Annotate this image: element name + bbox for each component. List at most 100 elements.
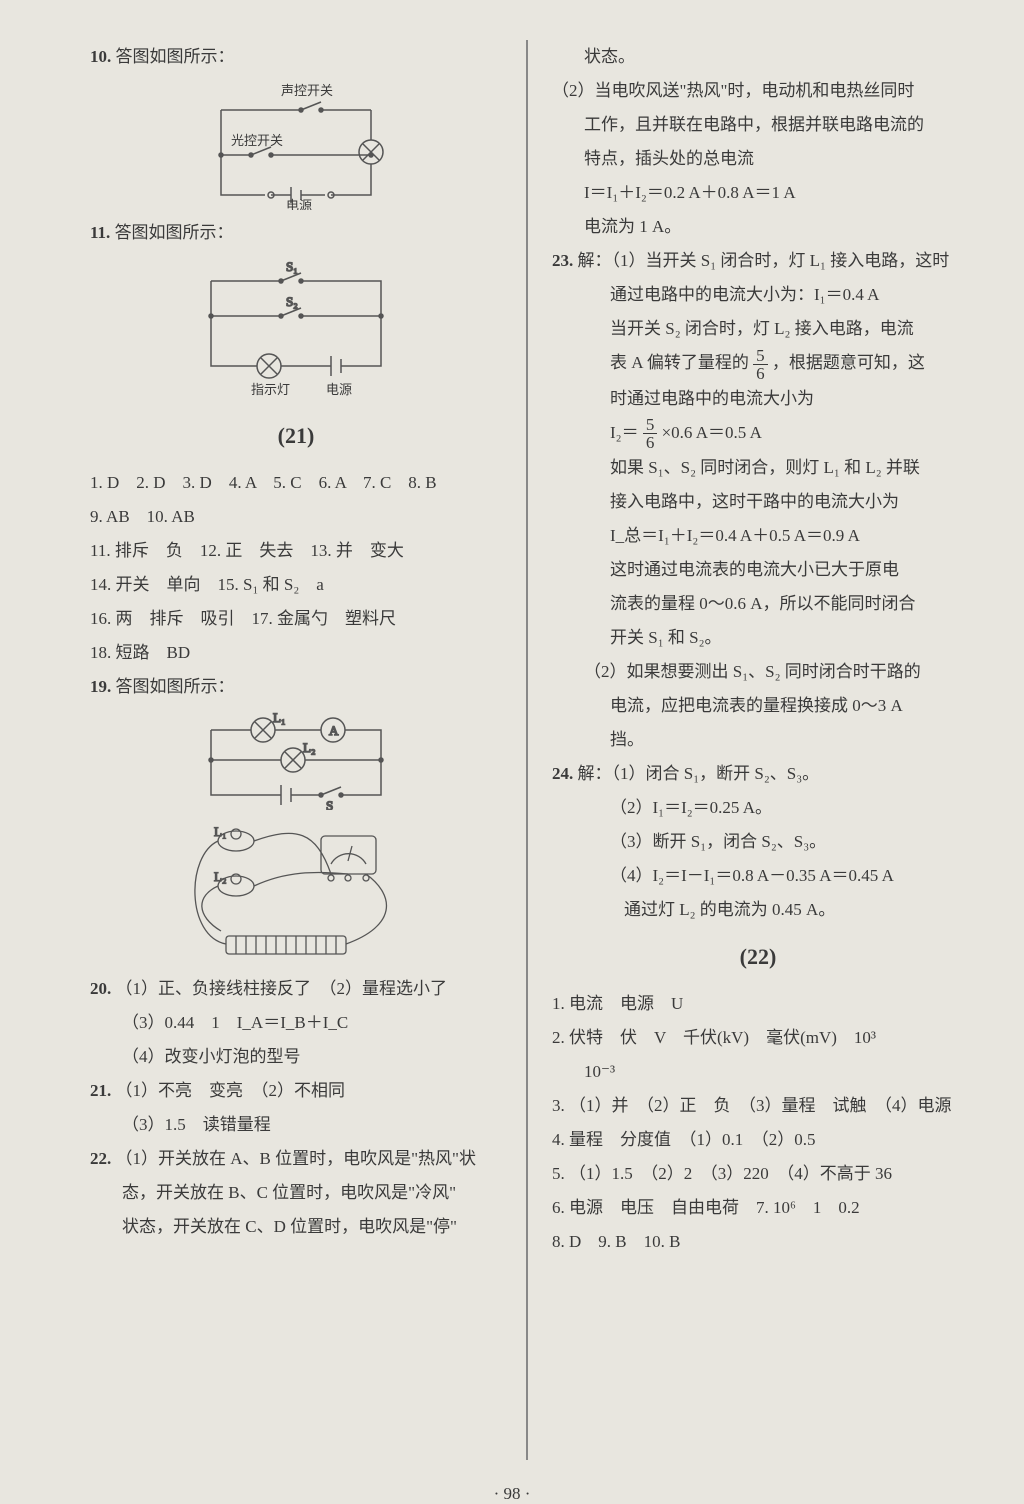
q22-num: 22.: [90, 1149, 111, 1168]
q10-num: 10.: [90, 47, 111, 66]
cont22-l3: 特点，插头处的总电流: [552, 142, 964, 176]
q24: 24. 解：（1）闭合 S₁，断开 S₂、S₃。: [552, 757, 964, 791]
a3: 3. （1）并 （2）正 负 （3）量程 试触 （4）电源: [552, 1089, 964, 1123]
q23-l4b: ，根据题意可知，这: [772, 353, 925, 372]
circuit-11-svg: S₁ S₂ 指示灯 电源: [181, 256, 411, 406]
q23-l4a: 表 A 偏转了量程的: [610, 353, 753, 372]
q23-l11: 流表的量程 0～0.6 A，所以不能同时闭合: [552, 587, 964, 621]
a1: 1. 电流 电源 U: [552, 987, 964, 1021]
q23-l6a: I₂＝: [610, 423, 639, 442]
q10: 10. 答图如图所示：: [90, 40, 502, 74]
d11-s2: S₂: [286, 294, 298, 309]
ans-14-15: 14. 开关 单向 15. S₁ 和 S₂ a: [90, 568, 502, 602]
q22-l1: （1）开关放在 A、B 位置时，电吹风是"热风"状: [116, 1149, 477, 1168]
q21-l2: （3）1.5 读错量程: [90, 1108, 502, 1142]
d19p-l1: L₁: [214, 824, 226, 839]
q22-l2: 态，开关放在 B、C 位置时，电吹风是"冷风": [90, 1176, 502, 1210]
q20: 20. （1）正、负接线柱接反了 （2）量程选小了: [90, 972, 502, 1006]
q24-l5: 通过灯 L₂ 的电流为 0.45 A。: [552, 893, 964, 927]
q23: 23. 解：（1）当开关 S₁ 闭合时，灯 L₁ 接入电路，这时: [552, 244, 964, 278]
frac-n2: 5: [643, 416, 658, 434]
d19-l1: L₁: [273, 710, 285, 725]
q19-text: 答图如图所示：: [116, 677, 235, 696]
fraction-5-6-b: 5 6: [643, 416, 658, 451]
cont22-l1: （2）当电吹风送"热风"时，电动机和电热丝同时: [552, 74, 964, 108]
q24-l1: 解：（1）闭合 S₁，断开 S₂、S₃。: [578, 764, 820, 783]
d11-power: 电源: [326, 382, 352, 397]
q23-l15: 挡。: [552, 723, 964, 757]
q20-l1: （1）正、负接线柱接反了 （2）量程选小了: [116, 979, 448, 998]
q23-l7: 如果 S₁、S₂ 同时闭合，则灯 L₁ 和 L₂ 并联: [552, 451, 964, 485]
a4: 4. 量程 分度值 （1）0.1 （2）0.5: [552, 1123, 964, 1157]
section-21-title: (21): [90, 414, 502, 458]
ans-11-13: 11. 排斥 负 12. 正 失去 13. 并 变大: [90, 534, 502, 568]
q23-l1: 解：（1）当开关 S₁ 闭合时，灯 L₁ 接入电路，这时: [578, 251, 950, 270]
d10-label-bottom: 电源: [286, 198, 312, 210]
q24-l2: （2）I₁＝I₂＝0.25 A。: [552, 791, 964, 825]
q11: 11. 答图如图所示：: [90, 216, 502, 250]
q20-num: 20.: [90, 979, 111, 998]
d19-a: A: [329, 723, 339, 738]
d19-l2: L₂: [303, 740, 315, 755]
q23-l12: 开关 S₁ 和 S₂。: [552, 621, 964, 655]
q11-text: 答图如图所示：: [115, 223, 234, 242]
q23-l9: I_总＝I₁＋I₂＝0.4 A＋0.5 A＝0.9 A: [552, 519, 964, 553]
cont22-l2: 工作，且并联在电路中，根据并联电路电流的: [552, 108, 964, 142]
q23-l4: 表 A 偏转了量程的 5 6 ，根据题意可知，这: [552, 346, 964, 382]
fraction-5-6: 5 6: [753, 347, 768, 382]
q11-num: 11.: [90, 223, 110, 242]
page-number: · 98 ·: [0, 1484, 1024, 1504]
q19-num: 19.: [90, 677, 111, 696]
d11-indicator: 指示灯: [251, 382, 290, 397]
cont22-l4: I＝I₁＋I₂＝0.2 A＋0.8 A＝1 A: [552, 176, 964, 210]
q23-l14: 电流，应把电流表的量程换接成 0～3 A: [552, 689, 964, 723]
section-22-title: (22): [552, 935, 964, 979]
diagram-19-physical: L₁ L₂: [90, 816, 502, 966]
d19-s: S: [326, 798, 333, 810]
ans-18: 18. 短路 BD: [90, 636, 502, 670]
q24-l4: （4）I₂＝I－I₁＝0.8 A－0.35 A＝0.45 A: [552, 859, 964, 893]
frac-d2: 6: [643, 434, 658, 451]
physical-19-svg: L₁ L₂: [166, 816, 426, 966]
q23-l6b: ×0.6 A＝0.5 A: [662, 423, 762, 442]
d10-label-top: 声控开关: [281, 83, 333, 98]
a2a: 2. 伏特 伏 V 千伏(kV) 毫伏(mV) 10³: [552, 1021, 964, 1055]
q23-l10: 这时通过电流表的电流大小已大于原电: [552, 553, 964, 587]
d19p-l2: L₂: [214, 869, 226, 884]
q23-l2: 通过电路中的电流大小为：I₁＝0.4 A: [552, 278, 964, 312]
right-column: 状态。 （2）当电吹风送"热风"时，电动机和电热丝同时 工作，且并联在电路中，根…: [528, 40, 964, 1460]
q23-l5: 时通过电路中的电流大小为: [552, 382, 964, 416]
q23-num: 23.: [552, 251, 573, 270]
q20-l3: （4）改变小灯泡的型号: [90, 1040, 502, 1074]
q22-l3: 状态，开关放在 C、D 位置时，电吹风是"停": [90, 1210, 502, 1244]
a5: 5. （1）1.5 （2）2 （3）220 （4）不高于 36: [552, 1157, 964, 1191]
diagram-11: S₁ S₂ 指示灯 电源: [90, 256, 502, 406]
circuit-10-svg: 声控开关 光控开关 电源: [181, 80, 411, 210]
q21-l1: （1）不亮 变亮 （2）不相同: [116, 1081, 346, 1100]
q23-l8: 接入电路中，这时干路中的电流大小为: [552, 485, 964, 519]
ans-1-8: 1. D 2. D 3. D 4. A 5. C 6. A 7. C 8. B: [90, 466, 502, 500]
cont22-l5: 电流为 1 A。: [552, 210, 964, 244]
ans-16-17: 16. 两 排斥 吸引 17. 金属勺 塑料尺: [90, 602, 502, 636]
d11-s1: S₁: [286, 259, 298, 274]
q21: 21. （1）不亮 变亮 （2）不相同: [90, 1074, 502, 1108]
q23-l3: 当开关 S₂ 闭合时，灯 L₂ 接入电路，电流: [552, 312, 964, 346]
diagram-19-circuit: L₁ A S L₂: [90, 710, 502, 810]
q24-num: 24.: [552, 764, 573, 783]
q10-text: 答图如图所示：: [116, 47, 235, 66]
q24-l3: （3）断开 S₁，闭合 S₂、S₃。: [552, 825, 964, 859]
q20-l2: （3）0.44 1 I_A＝I_B＋I_C: [90, 1006, 502, 1040]
q23-l6: I₂＝ 5 6 ×0.6 A＝0.5 A: [552, 416, 964, 452]
q19: 19. 答图如图所示：: [90, 670, 502, 704]
page-content: 10. 答图如图所示：: [0, 0, 1024, 1480]
left-column: 10. 答图如图所示：: [90, 40, 526, 1460]
cont22-l0: 状态。: [552, 40, 964, 74]
a6: 6. 电源 电压 自由电荷 7. 10⁶ 1 0.2: [552, 1191, 964, 1225]
frac-n: 5: [753, 347, 768, 365]
a2b: 10⁻³: [552, 1055, 964, 1089]
ans-9-10: 9. AB 10. AB: [90, 500, 502, 534]
q21-num: 21.: [90, 1081, 111, 1100]
a8: 8. D 9. B 10. B: [552, 1225, 964, 1259]
frac-d: 6: [753, 365, 768, 382]
d10-label-mid: 光控开关: [231, 133, 283, 148]
